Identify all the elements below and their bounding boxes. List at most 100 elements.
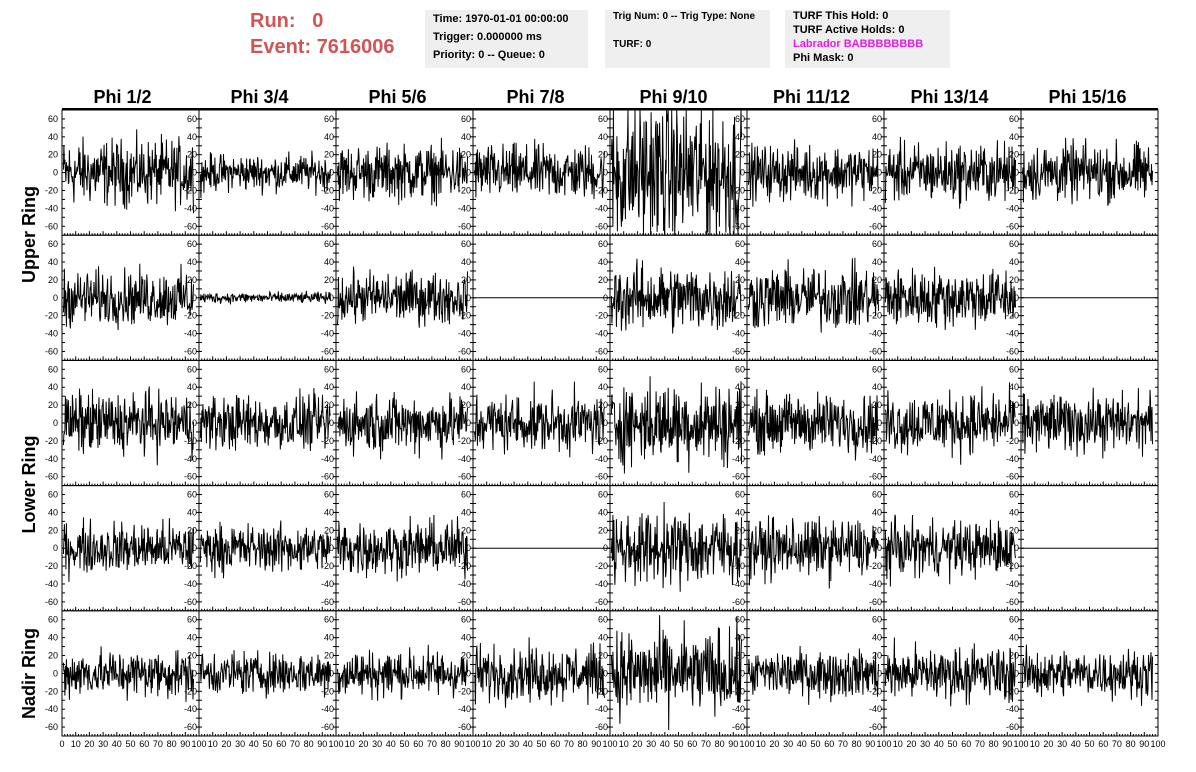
y-tick-label: 0 bbox=[466, 418, 471, 428]
y-tick-label: -60 bbox=[184, 346, 197, 356]
run-event-box: Run: 0 Event: 7616006 bbox=[250, 8, 420, 60]
x-tick-label: 20 bbox=[495, 739, 505, 749]
x-tick-label: 30 bbox=[646, 739, 656, 749]
phi-header-1-2: Phi 1/2 bbox=[93, 87, 152, 107]
x-tick-label: 10 bbox=[756, 739, 766, 749]
y-tick-label: 40 bbox=[461, 633, 471, 643]
y-tick-label: -60 bbox=[45, 346, 58, 356]
y-tick-label: 40 bbox=[461, 132, 471, 142]
y-tick-label: 20 bbox=[324, 651, 334, 661]
waveform-trace-r2-c6 bbox=[747, 257, 879, 333]
y-tick-label: 20 bbox=[1009, 400, 1019, 410]
y-tick-label: -60 bbox=[458, 221, 471, 231]
y-tick-label: -20 bbox=[1006, 185, 1019, 195]
waveform-trace-r2-c5 bbox=[610, 258, 742, 334]
y-tick-label: -20 bbox=[595, 686, 608, 696]
y-tick-label: 0 bbox=[466, 168, 471, 178]
y-tick-label: 20 bbox=[461, 400, 471, 410]
y-tick-label: 60 bbox=[598, 114, 608, 124]
x-tick-label: 60 bbox=[550, 739, 560, 749]
y-tick-label: 20 bbox=[872, 400, 882, 410]
y-tick-label: 0 bbox=[192, 168, 197, 178]
y-tick-label: 60 bbox=[187, 490, 197, 500]
y-tick-label: 0 bbox=[877, 543, 882, 553]
y-tick-label: 60 bbox=[872, 364, 882, 374]
x-tick-label: 80 bbox=[578, 739, 588, 749]
y-tick-label: 40 bbox=[1009, 507, 1019, 517]
y-tick-label: -40 bbox=[184, 329, 197, 339]
y-tick-label: 40 bbox=[324, 507, 334, 517]
y-tick-label: 40 bbox=[598, 132, 608, 142]
y-tick-label: 20 bbox=[735, 275, 745, 285]
y-tick-label: -20 bbox=[458, 686, 471, 696]
x-tick-label: 60 bbox=[824, 739, 834, 749]
waveform-trace-r5-c3 bbox=[336, 644, 468, 701]
y-tick-label: -20 bbox=[184, 686, 197, 696]
y-tick-label: -40 bbox=[45, 454, 58, 464]
y-tick-label: 40 bbox=[324, 382, 334, 392]
trig-num-text: Trig Num: 0 -- Trig Type: None bbox=[613, 11, 756, 22]
y-tick-label: -40 bbox=[321, 454, 334, 464]
y-tick-label: -20 bbox=[732, 561, 745, 571]
y-tick-label: 0 bbox=[1014, 668, 1019, 678]
y-tick-label: 20 bbox=[872, 150, 882, 160]
y-tick-label: 60 bbox=[324, 615, 334, 625]
x-tick-label: 100 bbox=[328, 739, 343, 749]
y-tick-label: 60 bbox=[187, 114, 197, 124]
waveform-trace-r2-c1 bbox=[62, 263, 194, 331]
phi-header-15-16: Phi 15/16 bbox=[1048, 87, 1127, 107]
event-value: 7616006 bbox=[316, 36, 395, 58]
x-tick-label: 60 bbox=[961, 739, 971, 749]
y-tick-label: 40 bbox=[872, 507, 882, 517]
phi-header-3-4: Phi 3/4 bbox=[230, 87, 289, 107]
y-tick-label: -60 bbox=[1006, 597, 1019, 607]
y-tick-label: -20 bbox=[45, 311, 58, 321]
y-tick-label: 60 bbox=[187, 615, 197, 625]
y-tick-label: -20 bbox=[45, 561, 58, 571]
y-tick-label: -20 bbox=[595, 185, 608, 195]
waveform-trace-r1-c5 bbox=[610, 109, 742, 236]
y-tick-label: 20 bbox=[598, 651, 608, 661]
y-tick-label: -40 bbox=[45, 203, 58, 213]
x-tick-label: 90 bbox=[591, 739, 601, 749]
x-tick-label: 100 bbox=[602, 739, 617, 749]
x-tick-label: 70 bbox=[975, 739, 985, 749]
event-label: Event: bbox=[250, 36, 312, 58]
y-tick-label: 40 bbox=[48, 132, 58, 142]
waveform-trace-r3-c1 bbox=[62, 386, 194, 466]
y-tick-label: -60 bbox=[1006, 346, 1019, 356]
waveform-trace-r1-c7 bbox=[884, 136, 1016, 209]
y-tick-label: 0 bbox=[53, 293, 58, 303]
x-tick-label: 90 bbox=[317, 739, 327, 749]
y-tick-label: -20 bbox=[1006, 436, 1019, 446]
x-tick-label: 100 bbox=[465, 739, 480, 749]
y-tick-label: 0 bbox=[877, 293, 882, 303]
y-tick-label: 60 bbox=[324, 114, 334, 124]
y-tick-label: 20 bbox=[324, 150, 334, 160]
y-tick-label: 40 bbox=[461, 507, 471, 517]
y-tick-label: 0 bbox=[1014, 418, 1019, 428]
run-line: Run: 0 bbox=[250, 8, 420, 34]
y-tick-label: -20 bbox=[869, 561, 882, 571]
x-tick-label: 80 bbox=[441, 739, 451, 749]
y-tick-label: 0 bbox=[329, 668, 334, 678]
waveform-trace-r1-c6 bbox=[747, 139, 879, 207]
y-tick-label: -60 bbox=[184, 597, 197, 607]
x-tick-label: 0 bbox=[59, 739, 64, 749]
y-tick-label: -20 bbox=[321, 686, 334, 696]
waveform-trace-r1-c3 bbox=[336, 137, 468, 207]
x-tick-label: 80 bbox=[715, 739, 725, 749]
y-tick-label: -40 bbox=[732, 704, 745, 714]
y-tick-label: 40 bbox=[461, 382, 471, 392]
y-tick-label: -40 bbox=[45, 704, 58, 714]
y-tick-label: 60 bbox=[461, 364, 471, 374]
y-tick-label: 20 bbox=[872, 275, 882, 285]
y-tick-label: 0 bbox=[877, 168, 882, 178]
x-tick-label: 30 bbox=[920, 739, 930, 749]
y-tick-label: 40 bbox=[1009, 633, 1019, 643]
y-tick-label: 20 bbox=[48, 525, 58, 535]
x-tick-label: 80 bbox=[989, 739, 999, 749]
y-tick-label: -60 bbox=[45, 597, 58, 607]
y-tick-label: -20 bbox=[869, 686, 882, 696]
